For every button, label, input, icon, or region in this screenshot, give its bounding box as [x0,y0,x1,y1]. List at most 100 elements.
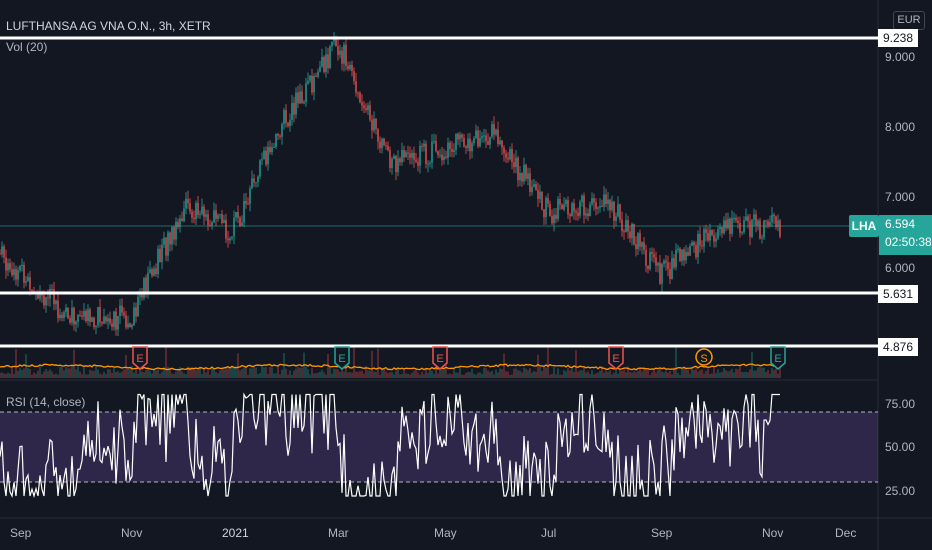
volume-indicator-label[interactable]: Vol (20) [6,40,48,54]
time-tick: Jul [541,526,557,540]
volume-bar [507,371,509,378]
volume-bar [521,372,523,378]
candle-body [27,277,29,281]
volume-bar [149,370,151,378]
candle-body [141,294,143,298]
volume-bar [483,367,485,378]
earnings-icon[interactable]: E [132,346,148,370]
candle-body [647,265,649,270]
volume-bar [123,369,125,378]
candle-body [619,204,621,220]
currency-button[interactable]: EUR [893,11,925,30]
candle-body [327,54,329,68]
candle-body [211,222,213,226]
volume-bar [115,372,117,378]
candle-body [205,214,207,217]
volume-bar [67,368,69,378]
volume-bar [505,371,507,378]
candle-body [755,214,757,226]
candle-body [571,203,573,217]
symbol-tag[interactable]: LHA [849,215,879,237]
volume-bar [731,368,733,378]
volume-bar [119,372,121,378]
candle-body [335,38,337,47]
volume-bar [159,373,161,378]
rsi-line [0,392,780,499]
candle-body [709,229,711,241]
volume-bar [151,373,153,378]
volume-bar [45,369,47,378]
candle-body [435,141,437,152]
level-price-tag[interactable]: 9.238 [878,29,919,47]
volume-bar [343,371,345,378]
candle-body [261,159,263,161]
price-tick: 6.000 [885,261,916,275]
volume-bar [641,371,643,378]
split-icon[interactable]: S [695,348,713,366]
candle-body [429,162,431,164]
candle-body [331,41,333,47]
candle-body [21,264,23,267]
level-price-tag[interactable]: 4.876 [878,338,919,356]
volume-bar [499,368,501,378]
last-price-tag[interactable]: 6.594 02:50:38 [879,215,932,255]
volume-bar [571,367,573,378]
volume-bar [237,353,239,378]
volume-bar [675,346,677,378]
candle-body [219,214,221,216]
candle-body [107,318,109,322]
candle-body [423,143,425,147]
volume-bar [363,373,365,378]
volume-bar [193,367,195,378]
candle-body [343,44,345,64]
volume-bar [321,369,323,378]
candle-body [283,109,285,125]
candle-body [13,269,15,276]
volume-bar [549,374,551,378]
candle-body [491,124,493,137]
volume-bar [267,374,269,378]
candle-body [117,316,119,330]
volume-bar [235,366,237,378]
candle-body [543,209,545,218]
candle-body [29,277,31,290]
rsi-indicator-label[interactable]: RSI (14, close) [6,395,86,409]
volume-bar [747,372,749,378]
volume-bar [317,372,319,378]
candle-body [101,322,103,324]
volume-bar [75,369,77,378]
volume-bar [567,367,569,378]
volume-bar [323,372,325,378]
volume-bar [701,369,703,378]
candle-body [495,129,497,135]
volume-bar [133,372,135,378]
candle-body [409,153,411,158]
candle-body [71,307,73,323]
volume-bar [737,369,739,378]
candle-body [275,133,277,147]
candle-body [415,159,417,162]
candle-body [471,143,473,152]
volume-bar [705,371,707,378]
candle-body [745,216,747,221]
earnings-icon[interactable]: E [770,346,786,370]
level-price-tag[interactable]: 5.631 [878,285,919,303]
volume-bar [201,373,203,378]
volume-bar [29,369,31,378]
volume-bar [463,374,465,378]
candle-body [7,263,9,271]
volume-bar [113,368,115,378]
earnings-icon[interactable]: E [608,346,624,370]
volume-bar [447,374,449,378]
candle-body [421,146,423,148]
candle-body [383,138,385,146]
candle-body [595,202,597,209]
volume-bar [727,371,729,378]
candle-body [399,158,401,163]
earnings-icon[interactable]: E [432,346,448,370]
time-tick: May [434,526,457,540]
volume-bar [95,366,97,378]
earnings-icon[interactable]: E [334,346,350,370]
